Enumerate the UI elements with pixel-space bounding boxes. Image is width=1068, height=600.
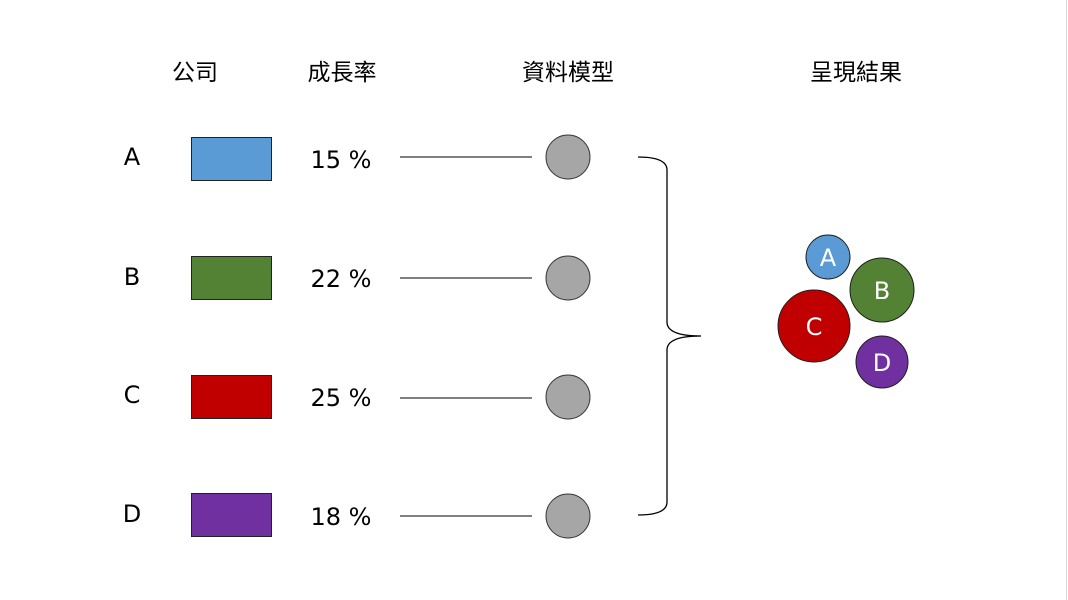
result-bubble-b: B xyxy=(849,257,915,323)
company-label-a: A xyxy=(123,143,141,171)
color-swatch-b xyxy=(191,256,272,300)
merge-brace xyxy=(637,156,702,516)
page-right-edge-line xyxy=(1066,0,1067,600)
growth-rate-c: 25 % xyxy=(310,384,372,412)
company-label-c: C xyxy=(123,381,141,409)
model-node-b xyxy=(545,255,591,301)
model-node-d xyxy=(545,493,591,539)
header-company: 公司 xyxy=(172,60,218,86)
company-label-b: B xyxy=(123,263,141,291)
result-bubble-label-b: B xyxy=(874,277,890,305)
color-swatch-a xyxy=(191,137,272,181)
model-node-c xyxy=(545,374,591,420)
color-swatch-d xyxy=(191,493,272,537)
header-growth-rate: 成長率 xyxy=(307,60,377,86)
result-bubble-label-c: C xyxy=(806,313,823,341)
result-bubble-a: A xyxy=(805,234,851,280)
growth-rate-a: 15 % xyxy=(310,146,372,174)
result-bubble-c: C xyxy=(777,289,851,363)
growth-rate-d: 18 % xyxy=(310,503,372,531)
result-bubble-label-a: A xyxy=(820,244,837,272)
color-swatch-c xyxy=(191,375,272,419)
header-result: 呈現結果 xyxy=(810,60,902,86)
company-label-d: D xyxy=(122,500,142,528)
model-node-a xyxy=(545,134,591,180)
header-data-model: 資料模型 xyxy=(522,60,614,86)
growth-rate-b: 22 % xyxy=(310,265,372,293)
result-bubble-label-d: D xyxy=(873,349,891,377)
result-bubble-d: D xyxy=(855,335,909,389)
